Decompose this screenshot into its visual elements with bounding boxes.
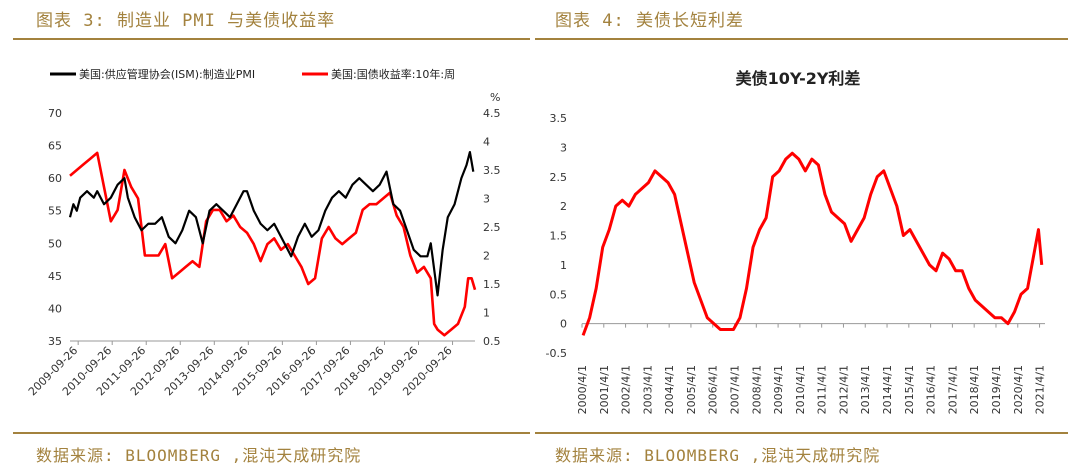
x-tick-label: 2008/4/1	[750, 365, 763, 414]
x-tick-label: 2020/4/1	[1012, 365, 1025, 414]
y-right-tick-label: 2.5	[483, 221, 501, 234]
y-right-tick-label: 3.5	[483, 164, 501, 177]
x-tick-label: 2003/4/1	[641, 365, 654, 414]
x-tick-label: 2012/4/1	[837, 365, 850, 414]
y-tick-label: 0.5	[550, 288, 568, 301]
x-tick-label: 2000/4/1	[576, 365, 589, 414]
x-tick-label: 2015/4/1	[903, 365, 916, 414]
right-header-rule	[535, 38, 1068, 40]
x-tick-label: 2010/4/1	[794, 365, 807, 414]
x-tick-label: 2011/4/1	[816, 365, 829, 414]
series-pmi-line	[68, 150, 475, 297]
x-tick-label: 2009/4/1	[772, 365, 785, 414]
y-tick-label: 2	[560, 200, 567, 213]
y-right-tick-label: 2	[483, 250, 490, 263]
y-left-tick-label: 45	[48, 270, 62, 283]
y-left-tick-label: 60	[48, 172, 62, 185]
y-tick-label: 3	[560, 141, 567, 154]
y-right-tick-label: 1	[483, 307, 490, 320]
x-tick-label: 2017/4/1	[946, 365, 959, 414]
y-right-tick-label: 4.5	[483, 107, 501, 120]
x-tick-label: 2018/4/1	[968, 365, 981, 414]
x-tick-label: 2016/4/1	[925, 365, 938, 414]
series-spread-line	[581, 151, 1044, 336]
y-right-tick-label: 3	[483, 193, 490, 206]
y-tick-label: 0	[560, 318, 567, 331]
x-tick-label: 2007/4/1	[729, 365, 742, 414]
y-left-tick-label: 55	[48, 205, 62, 218]
y-tick-label: -0.5	[546, 347, 567, 360]
chart-legend: 美国:供应管理协会(ISM):制造业PMI 美国:国债收益率:10年:周	[50, 67, 455, 81]
x-tick-label: 2019/4/1	[990, 365, 1003, 414]
y-tick-label: 1.5	[550, 230, 568, 243]
y-left-tick-label: 50	[48, 237, 62, 250]
y-right-tick-label: 1.5	[483, 278, 501, 291]
legend-label-pmi: 美国:供应管理协会(ISM):制造业PMI	[79, 67, 255, 81]
y-right-tick-label: 0.5	[483, 335, 501, 348]
right-source-note: 数据来源: BLOOMBERG ,混沌天成研究院	[555, 446, 881, 465]
x-tick-label: 2002/4/1	[620, 365, 633, 414]
x-tick-label: 2021/4/1	[1034, 365, 1047, 414]
x-tick-label: 2005/4/1	[685, 365, 698, 414]
y-left-tick-label: 65	[48, 140, 62, 153]
y-left-tick-label: 35	[48, 335, 62, 348]
y-right-unit-label: %	[490, 91, 500, 104]
left-header-rule	[13, 38, 530, 40]
x-tick-label: 2013/4/1	[859, 365, 872, 414]
series-yield-line	[69, 151, 477, 337]
left-panel-header: 图表 3: 制造业 PMI 与美债收益率	[36, 11, 336, 31]
x-tick-label: 2004/4/1	[663, 365, 676, 414]
right-footer-rule	[535, 432, 1068, 434]
y-right-tick-label: 4	[483, 136, 490, 149]
right-panel-header: 图表 4: 美债长短利差	[555, 11, 744, 31]
y-tick-label: 1	[560, 259, 567, 272]
y-left-tick-label: 40	[48, 302, 62, 315]
left-source-note: 数据来源: BLOOMBERG ,混沌天成研究院	[36, 446, 362, 465]
y-tick-label: 2.5	[550, 171, 568, 184]
y-tick-label: 3.5	[550, 112, 568, 125]
legend-label-yield: 美国:国债收益率:10年:周	[331, 67, 455, 81]
x-tick-label: 2001/4/1	[598, 365, 611, 414]
x-tick-label: 2014/4/1	[881, 365, 894, 414]
chart-title: 美债10Y-2Y利差	[736, 69, 861, 88]
x-tick-label: 2006/4/1	[707, 365, 720, 414]
y-left-tick-label: 70	[48, 107, 62, 120]
left-footer-rule	[13, 432, 530, 434]
